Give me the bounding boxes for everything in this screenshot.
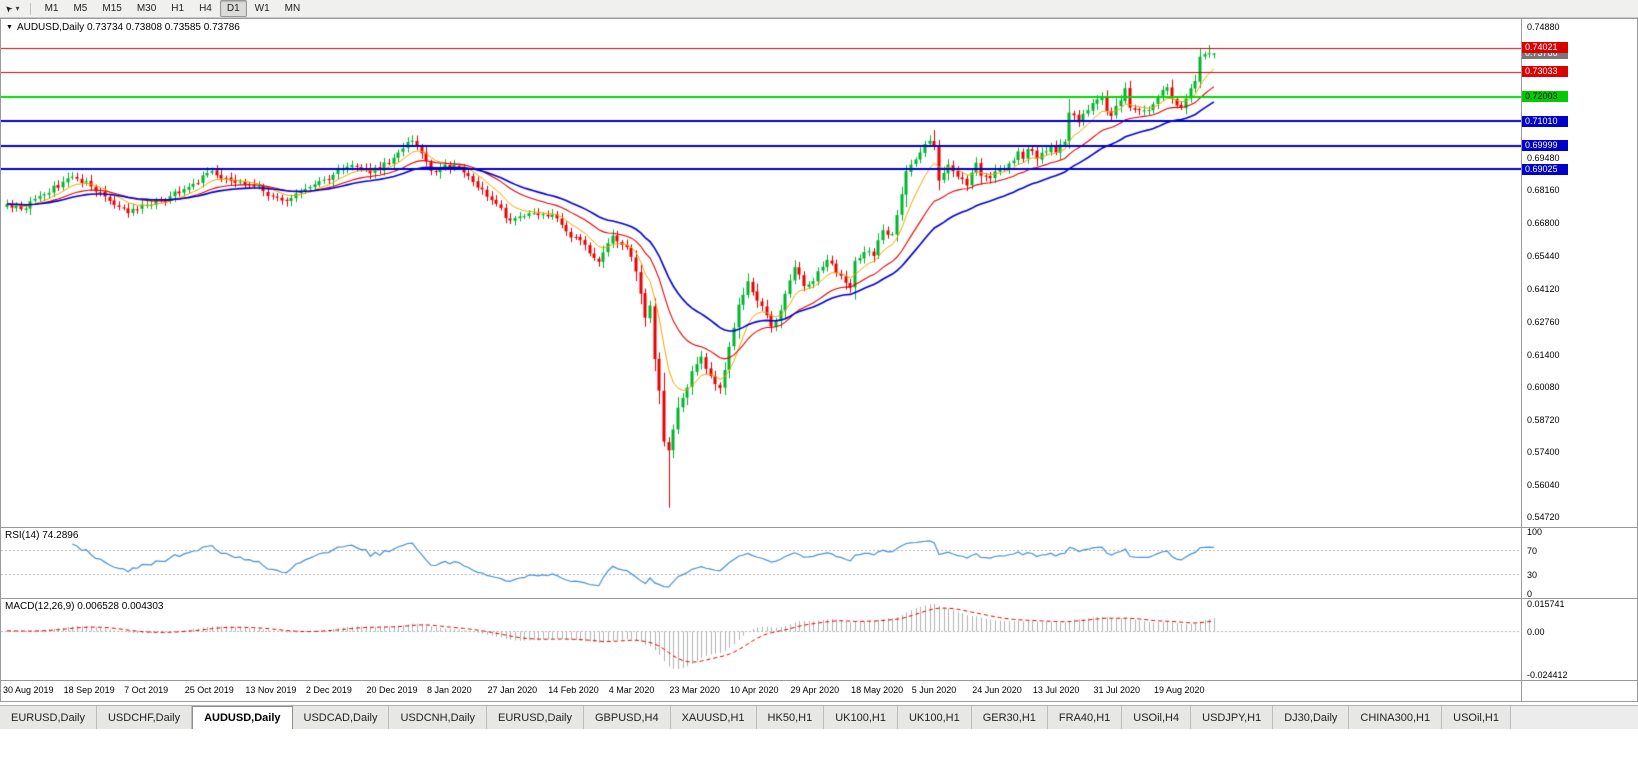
timeframe-button-m15[interactable]: M15: [102, 3, 122, 14]
date-axis-label: 14 Feb 2020: [548, 685, 599, 695]
date-axis-label: 19 Aug 2020: [1154, 685, 1205, 695]
tab-usdchf-daily[interactable]: USDCHF,Daily: [96, 706, 193, 729]
date-axis-label: 8 Jan 2020: [427, 685, 472, 695]
cursor-arrow-icon[interactable]: ➤: [2, 2, 15, 16]
rsi-axis-label: 70: [1527, 545, 1538, 556]
date-axis-label: 25 Oct 2019: [184, 685, 234, 695]
tab-ger30-h1[interactable]: GER30,H1: [971, 706, 1048, 729]
date-axis-label: 20 Dec 2019: [366, 685, 418, 695]
time-axis[interactable]: 30 Aug 2019 18 Sep 2019 7 Oct 2019 25 Oct 2…: [1, 681, 1521, 701]
price-axis-label: 0.56040: [1527, 479, 1560, 490]
tab-usoil-h4[interactable]: USOil,H4: [1122, 706, 1192, 729]
macd-axis-label: 0.00: [1527, 626, 1545, 637]
macd-axis-label: 0.015741: [1527, 599, 1565, 609]
rsi-axis-label: 100: [1527, 527, 1543, 537]
chart-window: 30 Aug 2019 18 Sep 2019 7 Oct 2019 25 Oct 2…: [0, 18, 1638, 702]
price-axis-label: 0.62760: [1527, 316, 1560, 327]
hline-price-badge: 0.71010: [1522, 115, 1568, 127]
date-axis-label: 13 Jul 2020: [1032, 685, 1080, 695]
macd-pane-canvas[interactable]: [1, 599, 1521, 680]
price-axis-label: 0.60080: [1527, 381, 1560, 392]
tab-usoil-h1[interactable]: USOil,H1: [1442, 706, 1511, 729]
price-chart-canvas[interactable]: [1, 19, 1521, 527]
tab-eurusd-daily[interactable]: EURUSD,Daily: [487, 706, 584, 729]
timeframe-toolbar: ➤ ▾ M1 M5 M15 M30 H1 H4 D1 W1 MN: [0, 0, 1638, 18]
price-axis-label: 0.65440: [1527, 251, 1560, 262]
hline-price-badge: 0.69999: [1522, 140, 1568, 152]
date-axis-label: 30 Aug 2019: [3, 685, 54, 695]
date-axis-label: 18 May 2020: [851, 685, 904, 695]
tab-fra40-h1[interactable]: FRA40,H1: [1047, 706, 1123, 729]
timeframe-button-d1[interactable]: D1: [219, 0, 247, 17]
timeframe-button-h1[interactable]: H1: [171, 3, 185, 14]
date-axis-label: 31 Jul 2020: [1093, 685, 1140, 695]
tab-audusd-daily[interactable]: AUDUSD,Daily: [192, 706, 293, 729]
hline-price-badge: 0.73033: [1522, 66, 1568, 78]
tab-gbpusd-h4[interactable]: GBPUSD,H4: [584, 706, 671, 729]
pane-separator[interactable]: [1, 527, 1637, 528]
timeframe-button-m5[interactable]: M5: [73, 3, 88, 14]
tab-uk100-h1[interactable]: UK100,H1: [824, 706, 898, 729]
macd-axis-label: -0.024412: [1527, 670, 1568, 680]
hline-price-badge: 0.69025: [1522, 163, 1568, 175]
timeframe-button-m1[interactable]: M1: [44, 3, 59, 14]
date-axis-label: 2 Dec 2019: [305, 685, 352, 695]
hline-price-badge: 0.72003: [1522, 91, 1568, 103]
price-axis-label: 0.58720: [1527, 414, 1560, 425]
timeframe-button-mn[interactable]: MN: [284, 3, 301, 14]
chart-title-text: AUDUSD,Daily 0.73734 0.73808 0.73585 0.7…: [16, 22, 240, 33]
tab-hk50-h1[interactable]: HK50,H1: [756, 706, 825, 729]
pane-separator: [1, 680, 1637, 681]
price-axis-label: 0.68160: [1527, 185, 1560, 196]
date-axis-label: 13 Nov 2019: [245, 685, 297, 695]
pane-separator[interactable]: [1, 598, 1637, 599]
hline-price-badge: 0.74021: [1522, 42, 1568, 54]
tab-dj30-daily[interactable]: DJ30,Daily: [1273, 706, 1350, 729]
rsi-label: RSI(14) 74.2896: [5, 530, 79, 541]
chart-title-arrow-icon[interactable]: ▼: [6, 23, 13, 31]
price-axis[interactable]: 0.74880 0.69480 0.68160 0.66800 0.65440 0.641…: [1521, 19, 1637, 701]
tab-eurusd-daily[interactable]: EURUSD,Daily: [0, 706, 97, 729]
rsi-axis-label: 30: [1527, 570, 1538, 581]
chart-title: ▼ AUDUSD,Daily 0.73734 0.73808 0.73585 0…: [6, 22, 240, 33]
tab-uk100-h1[interactable]: UK100,H1: [897, 706, 972, 729]
date-axis-label: 10 Apr 2020: [729, 685, 779, 695]
price-axis-label: 0.64120: [1527, 283, 1560, 294]
price-axis-label: 0.69480: [1527, 153, 1560, 164]
macd-label: MACD(12,26,9) 0.006528 0.004303: [5, 601, 164, 612]
date-axis-label: 4 Mar 2020: [608, 685, 655, 695]
tab-usdcnh-daily[interactable]: USDCNH,Daily: [389, 706, 488, 729]
tab-usdjpy-h1[interactable]: USDJPY,H1: [1191, 706, 1274, 729]
date-axis-label: 24 Jun 2020: [972, 685, 1022, 695]
dropdown-caret-icon[interactable]: ▾: [15, 4, 20, 13]
bottom-tab-bar: EURUSD,Daily USDCHF,Daily AUDUSD,Daily USDC…: [0, 705, 1638, 729]
date-axis-label: 27 Jan 2020: [487, 685, 538, 695]
toolbar-separator: [29, 2, 31, 15]
date-axis-label: 23 Mar 2020: [669, 685, 720, 695]
rsi-pane-canvas[interactable]: [1, 528, 1521, 598]
timeframe-button-w1[interactable]: W1: [254, 3, 270, 14]
date-axis-label: 18 Sep 2019: [63, 685, 115, 695]
price-axis-label: 0.54720: [1527, 512, 1560, 522]
price-axis-label: 0.57400: [1527, 446, 1560, 457]
tab-china300-h1[interactable]: CHINA300,H1: [1349, 706, 1443, 729]
price-axis-label: 0.74880: [1527, 22, 1560, 32]
tab-xauusd-h1[interactable]: XAUUSD,H1: [670, 706, 757, 729]
date-axis-label: 29 Apr 2020: [790, 685, 840, 695]
timeframe-button-h4[interactable]: H4: [199, 3, 212, 14]
date-axis-label: 7 Oct 2019: [124, 685, 169, 695]
price-axis-label: 0.61400: [1527, 349, 1560, 360]
price-axis-label: 0.66800: [1527, 218, 1560, 229]
timeframe-button-m30[interactable]: M30: [136, 3, 157, 14]
date-axis-label: 5 Jun 2020: [911, 685, 957, 695]
tab-usdcad-daily[interactable]: USDCAD,Daily: [292, 706, 390, 729]
rsi-axis-label: 0: [1527, 589, 1533, 599]
timeframe-buttons: M1 M5 M15 M30 H1 H4 D1 W1 MN: [38, 0, 308, 17]
